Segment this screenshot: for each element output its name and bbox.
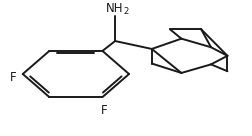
Text: 2: 2 xyxy=(123,7,128,16)
Text: NH: NH xyxy=(105,2,123,15)
Text: F: F xyxy=(10,71,16,84)
Text: F: F xyxy=(100,104,107,117)
